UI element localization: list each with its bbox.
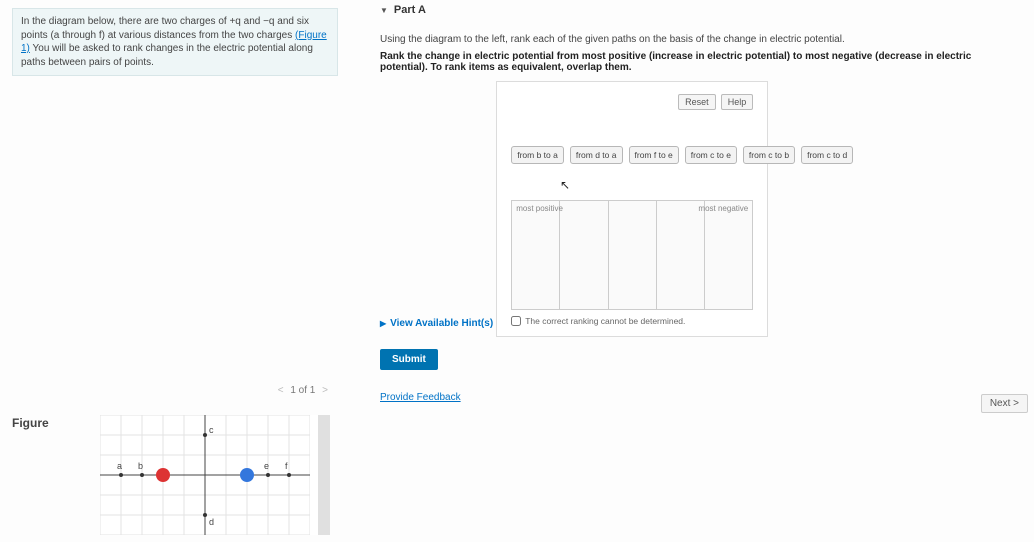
cannot-determine-checkbox[interactable]	[511, 316, 521, 326]
rank-tile[interactable]: from d to a	[570, 146, 623, 164]
rank-tile[interactable]: from c to b	[743, 146, 795, 164]
dropzone-right-label: most negative	[698, 204, 748, 213]
positive-charge-icon	[156, 468, 170, 482]
problem-intro: In the diagram below, there are two char…	[12, 8, 338, 76]
right-panel: Part A Using the diagram to the left, ra…	[360, 0, 1030, 413]
figure-nav: < 1 of 1 >	[274, 385, 332, 396]
diagram-svg: a b c d e f	[100, 415, 310, 535]
next-button[interactable]: Next >	[981, 394, 1028, 413]
ranking-dropzone[interactable]: most positive most negative	[511, 200, 753, 310]
cannot-determine-row[interactable]: The correct ranking cannot be determined…	[511, 316, 753, 326]
rank-tile[interactable]: from c to e	[685, 146, 737, 164]
intro-text-pre: In the diagram below, there are two char…	[21, 16, 309, 41]
drop-column[interactable]	[560, 201, 608, 309]
left-panel: In the diagram below, there are two char…	[0, 0, 350, 542]
view-hints-link[interactable]: View Available Hint(s)	[380, 318, 493, 329]
rank-tile[interactable]: from c to d	[801, 146, 853, 164]
rank-tile[interactable]: from f to e	[629, 146, 679, 164]
submit-button[interactable]: Submit	[380, 349, 438, 370]
svg-text:c: c	[209, 425, 214, 435]
figure-prev-button[interactable]: <	[274, 385, 288, 396]
drop-column[interactable]	[657, 201, 705, 309]
negative-charge-icon	[240, 468, 254, 482]
svg-text:e: e	[264, 461, 269, 471]
figure-nav-text: 1 of 1	[290, 385, 315, 396]
cannot-determine-label: The correct ranking cannot be determined…	[525, 316, 685, 326]
svg-text:d: d	[209, 517, 214, 527]
reset-button[interactable]: Reset	[678, 94, 716, 110]
intro-text-post: You will be asked to rank changes in the…	[21, 43, 313, 68]
instruction-text-2: Rank the change in electric potential fr…	[380, 51, 1020, 73]
rank-tile[interactable]: from b to a	[511, 146, 564, 164]
svg-text:a: a	[117, 461, 122, 471]
drop-column[interactable]	[512, 201, 560, 309]
part-header[interactable]: Part A	[380, 4, 1020, 16]
drop-column[interactable]	[705, 201, 752, 309]
figure-diagram: a b c d e f	[100, 415, 330, 535]
svg-text:f: f	[285, 461, 288, 471]
provide-feedback-link[interactable]: Provide Feedback	[380, 392, 461, 403]
help-button[interactable]: Help	[721, 94, 754, 110]
tiles-row: from b to a from d to a from f to e from…	[511, 146, 753, 164]
figure-next-button[interactable]: >	[318, 385, 332, 396]
dropzone-left-label: most positive	[516, 204, 563, 213]
ranking-activity: Reset Help from b to a from d to a from …	[496, 81, 768, 337]
drop-column[interactable]	[609, 201, 657, 309]
instruction-text-1: Using the diagram to the left, rank each…	[380, 34, 1020, 45]
svg-text:b: b	[138, 461, 143, 471]
